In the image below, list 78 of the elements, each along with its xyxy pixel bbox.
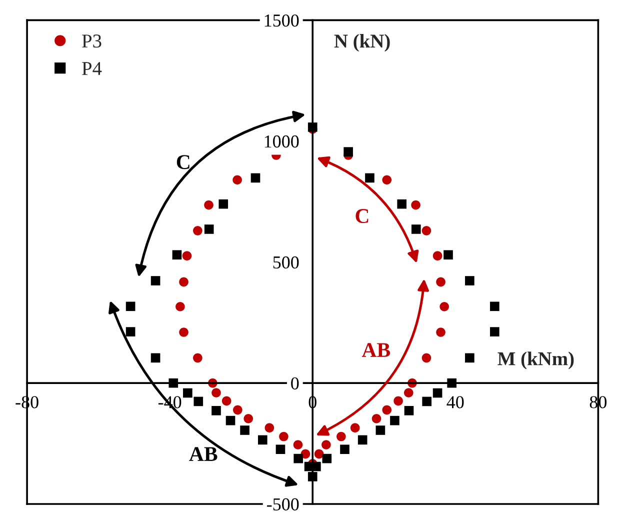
point (436, 277, 446, 287)
point (394, 396, 403, 406)
point (350, 423, 360, 432)
point (150, 276, 160, 286)
point (182, 251, 192, 260)
point (172, 250, 182, 260)
annotation: AB (362, 343, 390, 357)
point (376, 426, 386, 435)
point (194, 396, 204, 406)
point (218, 199, 228, 209)
point (244, 414, 254, 424)
point (212, 388, 221, 398)
point (411, 200, 420, 210)
point (404, 388, 414, 398)
point (232, 175, 242, 185)
point (193, 226, 202, 236)
point (465, 353, 474, 363)
point (222, 396, 232, 406)
point (422, 226, 432, 236)
point (264, 423, 274, 432)
point (176, 302, 185, 312)
x-axis-title: M (kNm) (498, 352, 574, 370)
x-tick-label: 40 (446, 396, 464, 408)
point (226, 416, 236, 426)
legend-label: P4 (82, 62, 102, 75)
annotation: C (356, 209, 368, 224)
y-tick-label: 1000 (264, 135, 299, 148)
y-axis-title: N (kN) (334, 34, 390, 52)
point (183, 388, 192, 398)
point (279, 432, 288, 442)
point (204, 200, 214, 210)
y-tick-label: 0 (291, 377, 299, 390)
point (276, 444, 286, 454)
point (358, 435, 368, 445)
point (193, 353, 202, 363)
point (422, 353, 432, 363)
legend-label: P3 (82, 34, 102, 48)
point (365, 173, 374, 183)
point (397, 199, 407, 209)
point (232, 405, 242, 415)
point (126, 327, 136, 336)
point (179, 328, 188, 337)
point (382, 175, 392, 185)
point (344, 147, 353, 156)
point (404, 406, 414, 416)
point (372, 414, 382, 424)
y-tick-label: 500 (273, 256, 299, 269)
point (390, 416, 400, 426)
point (440, 302, 449, 312)
point (336, 432, 346, 442)
point (490, 327, 500, 336)
point (382, 405, 392, 415)
point (126, 302, 136, 312)
point (314, 449, 324, 459)
point (240, 426, 250, 435)
point (293, 440, 303, 450)
point (436, 328, 446, 337)
point (250, 173, 260, 183)
point (150, 353, 160, 363)
point (490, 302, 500, 312)
annotation: AB (189, 447, 218, 461)
point (204, 224, 214, 234)
point (422, 396, 432, 406)
point (444, 250, 453, 260)
annotation: C (176, 155, 190, 170)
point (432, 388, 442, 398)
point (432, 251, 442, 260)
point (212, 406, 221, 416)
y-tick-label: 1500 (264, 14, 299, 27)
point (258, 435, 268, 445)
point (465, 276, 474, 286)
point (322, 454, 332, 464)
point (322, 440, 331, 450)
point (294, 454, 303, 464)
point (340, 444, 350, 454)
point (179, 277, 188, 287)
point (411, 224, 421, 234)
y-tick-label: -500 (266, 498, 299, 510)
